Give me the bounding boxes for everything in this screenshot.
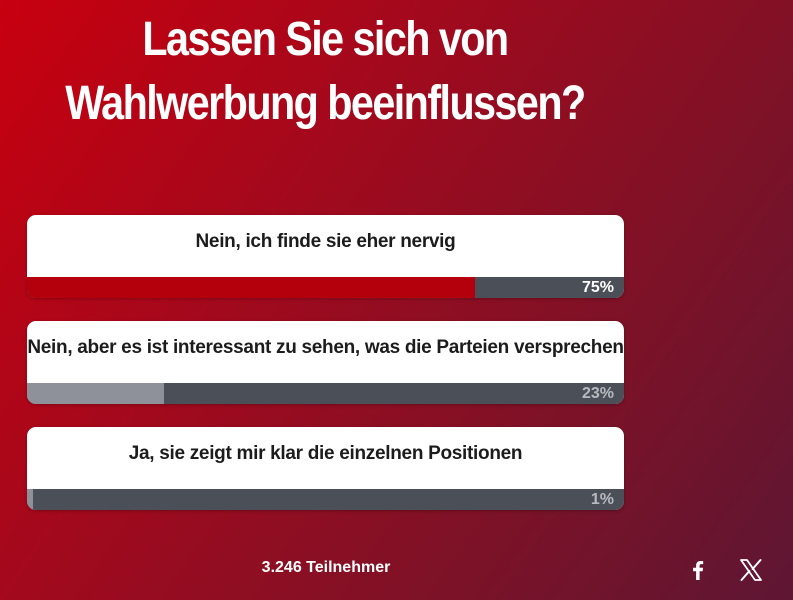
result-percent: 75% xyxy=(581,279,614,296)
participant-count: 3.246 Teilnehmer xyxy=(261,559,391,576)
result-bar-fill xyxy=(27,383,165,404)
result-percent: 23% xyxy=(581,385,614,402)
answer-label: Ja, sie zeigt mir klar die einzelnen Pos… xyxy=(128,443,523,464)
result-bar-fill xyxy=(27,277,475,298)
answer-label: Nein, aber es ist interessant zu sehen, … xyxy=(27,337,624,358)
poll-question: Lassen Sie sich von Wahlwerbung beeinflu… xyxy=(65,13,586,130)
result-bar-track: 23% xyxy=(27,383,624,404)
result-bar-fill xyxy=(27,489,33,510)
facebook-icon xyxy=(693,561,704,580)
x-share-button[interactable] xyxy=(738,557,764,583)
result-percent: 1% xyxy=(590,491,614,508)
poll-answer-1[interactable]: Nein, ich finde sie eher nervig 75% xyxy=(27,215,624,298)
poll-answer-2[interactable]: Nein, aber es ist interessant zu sehen, … xyxy=(27,321,624,404)
result-bar-track: 75% xyxy=(27,277,624,298)
poll-answer-3[interactable]: Ja, sie zeigt mir klar die einzelnen Pos… xyxy=(27,427,624,510)
facebook-share-button[interactable] xyxy=(685,557,711,583)
answer-label: Nein, ich finde sie eher nervig xyxy=(195,231,456,252)
x-icon xyxy=(740,559,762,581)
result-bar-track: 1% xyxy=(27,489,624,510)
poll-answers: Nein, ich finde sie eher nervig 75% Nein… xyxy=(27,215,624,533)
